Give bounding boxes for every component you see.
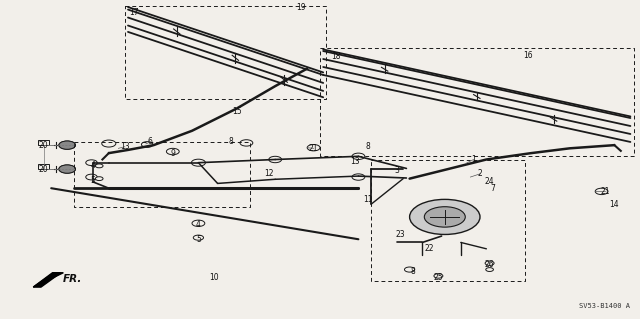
Text: 26: 26: [484, 260, 495, 269]
Text: 9: 9: [170, 149, 175, 158]
Text: 15: 15: [232, 107, 242, 116]
Circle shape: [59, 165, 76, 173]
Circle shape: [352, 153, 365, 160]
Circle shape: [86, 160, 97, 166]
Text: 8: 8: [228, 137, 233, 146]
Circle shape: [95, 164, 103, 168]
Text: 14: 14: [609, 200, 620, 209]
Text: 5: 5: [196, 235, 201, 244]
Circle shape: [595, 188, 608, 195]
Text: 10: 10: [209, 273, 220, 282]
Circle shape: [102, 140, 116, 147]
Circle shape: [141, 142, 153, 147]
Text: 5: 5: [90, 176, 95, 185]
Text: 19: 19: [296, 3, 306, 11]
Text: 20: 20: [38, 141, 49, 150]
Text: 1: 1: [471, 155, 476, 164]
Text: 24: 24: [484, 177, 495, 186]
Circle shape: [269, 156, 282, 163]
Text: 8: 8: [410, 267, 415, 276]
Text: 25: 25: [433, 273, 444, 282]
Circle shape: [166, 148, 179, 155]
Circle shape: [86, 174, 97, 180]
Circle shape: [240, 140, 253, 146]
Text: 3: 3: [394, 166, 399, 175]
Circle shape: [485, 261, 494, 265]
Polygon shape: [33, 273, 61, 287]
Text: 4: 4: [90, 161, 95, 170]
Text: 23: 23: [395, 230, 405, 239]
Circle shape: [307, 145, 320, 151]
Text: 2: 2: [477, 169, 483, 178]
Circle shape: [59, 165, 76, 173]
Circle shape: [59, 141, 76, 149]
Circle shape: [410, 199, 480, 234]
Text: 22: 22: [424, 244, 433, 253]
Circle shape: [193, 235, 204, 240]
Text: 7: 7: [490, 184, 495, 193]
Text: 21: 21: [600, 187, 609, 196]
Bar: [38, 140, 49, 145]
Text: FR.: FR.: [63, 274, 82, 284]
Text: 20: 20: [38, 165, 49, 174]
Circle shape: [352, 174, 365, 180]
Circle shape: [191, 159, 205, 166]
Circle shape: [95, 177, 103, 181]
Text: 13: 13: [350, 157, 360, 166]
Circle shape: [434, 274, 443, 278]
Text: 8: 8: [365, 142, 371, 151]
Text: 21: 21: [309, 144, 318, 153]
Circle shape: [404, 267, 415, 272]
Text: 6: 6: [148, 137, 153, 146]
Circle shape: [59, 141, 76, 149]
Circle shape: [192, 220, 205, 226]
Text: 17: 17: [129, 8, 140, 17]
Circle shape: [424, 207, 465, 227]
Text: 16: 16: [523, 51, 533, 60]
Bar: [38, 164, 49, 169]
Polygon shape: [33, 273, 63, 287]
Text: SV53-B1400 A: SV53-B1400 A: [579, 303, 630, 309]
Text: 11: 11: [364, 195, 372, 204]
Text: 4: 4: [196, 220, 201, 229]
Circle shape: [486, 268, 493, 271]
Text: 13: 13: [120, 142, 130, 151]
Text: 18: 18: [332, 52, 340, 61]
Text: 12: 12: [264, 169, 273, 178]
